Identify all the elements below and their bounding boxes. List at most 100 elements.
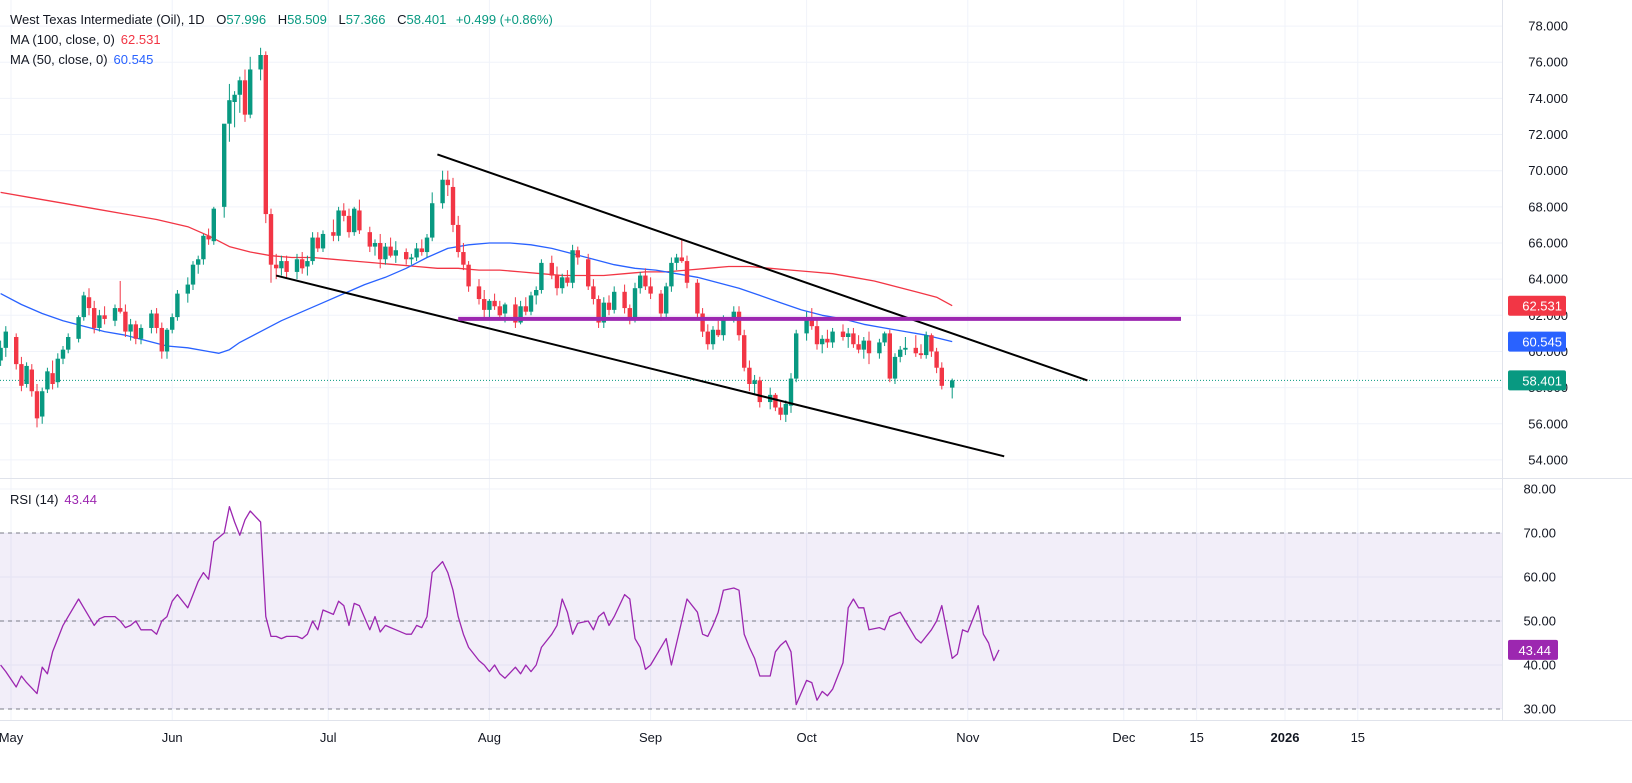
candle-body — [86, 297, 92, 309]
candle-body — [638, 275, 643, 289]
candle-body — [586, 259, 591, 287]
candles — [0, 47, 955, 428]
candle-body — [440, 179, 445, 204]
candle-body — [669, 262, 674, 287]
candle-body — [565, 277, 570, 283]
candle-body — [804, 318, 809, 334]
rsi-band-layer — [0, 532, 1502, 710]
candle-body — [34, 391, 40, 419]
candle-body — [294, 259, 300, 272]
candle-body — [341, 210, 346, 216]
legend-ma100[interactable]: MA (100, close, 0) 62.531 — [10, 30, 161, 50]
channel-upper-trendline[interactable] — [437, 153, 1088, 382]
candle-body — [502, 304, 508, 314]
time-tick-label: Nov — [956, 730, 980, 745]
candle-body — [934, 351, 939, 368]
time-tick-label: Oct — [796, 730, 817, 745]
rsi-tick-label: 30.00 — [1523, 702, 1556, 717]
rsi-line — [0, 505, 1000, 706]
candle-body — [773, 394, 778, 408]
last-price-tag-label: 58.401 — [1522, 373, 1562, 388]
trendlines[interactable] — [275, 153, 1181, 458]
candle-body — [497, 306, 502, 316]
candle-body — [684, 261, 690, 283]
legend-rsi[interactable]: RSI (14) 43.44 — [10, 490, 97, 510]
rsi-tick-label: 80.00 — [1523, 482, 1556, 497]
candle-body — [242, 80, 248, 115]
candle-body — [716, 329, 721, 336]
candle-body — [3, 331, 8, 348]
candle-body — [513, 304, 518, 323]
candle-body — [133, 324, 138, 339]
change-value: +0.499 (+0.86%) — [455, 12, 553, 27]
ma100-price-tag — [1508, 295, 1566, 316]
candle-body — [154, 313, 159, 328]
candle-body — [450, 186, 456, 225]
candle-body — [924, 335, 929, 356]
price-tick-label: 76.000 — [1528, 55, 1568, 70]
candle-body — [606, 302, 612, 310]
candle-body — [523, 306, 528, 312]
candle-body — [24, 365, 29, 384]
time-tick-label: Jul — [320, 730, 337, 745]
candle-body — [632, 288, 638, 318]
price-tick-label: 54.000 — [1528, 452, 1568, 467]
candle-body — [352, 208, 357, 233]
candle-body — [877, 342, 882, 354]
candle-body — [591, 286, 596, 300]
candle-body — [310, 237, 315, 262]
candle-body — [549, 262, 554, 276]
candle-body — [138, 327, 144, 339]
candle-body — [892, 356, 898, 379]
ma100-line — [0, 191, 953, 307]
high-value: 58.509 — [287, 12, 327, 27]
candle-body — [731, 311, 736, 319]
candle-body — [102, 315, 107, 319]
channel-lower-trendline[interactable] — [275, 274, 1005, 458]
ma50-price-tag — [1508, 331, 1566, 352]
candle-body — [840, 331, 846, 337]
candle-body — [950, 380, 955, 388]
candle-body — [112, 308, 118, 321]
ma100-label: MA (100, close, 0) — [10, 32, 115, 47]
candle-body — [783, 403, 788, 415]
candle-body — [55, 358, 60, 383]
ma50-price-tag-label: 60.545 — [1522, 335, 1562, 350]
candle-body — [118, 308, 123, 312]
candle-body — [258, 55, 263, 70]
candle-body — [456, 224, 461, 253]
low-label: L — [338, 12, 346, 27]
candle-body — [196, 259, 201, 265]
candle-body — [596, 299, 601, 323]
candle-body — [76, 317, 81, 339]
candle-body — [274, 264, 279, 269]
candle-body — [164, 329, 170, 352]
candle-body — [248, 69, 253, 115]
candle-body — [627, 308, 632, 318]
candle-body — [97, 315, 102, 328]
candle-body — [492, 300, 497, 307]
candle-body — [159, 327, 164, 352]
time-tick-label: Aug — [478, 730, 501, 745]
time-tick-label: 15 — [1189, 730, 1203, 745]
ma50-line — [0, 242, 953, 354]
candle-body — [430, 203, 435, 238]
candle-body — [570, 250, 575, 283]
candle-body — [757, 380, 762, 403]
candle-body — [903, 347, 908, 350]
legend-ma50[interactable]: MA (50, close, 0) 60.545 — [10, 50, 153, 70]
candle-body — [393, 250, 398, 256]
candle-body — [263, 55, 268, 215]
symbol-title: West Texas Intermediate (Oil), 1D — [10, 12, 205, 27]
candle-body — [487, 300, 492, 310]
candle-body — [19, 364, 24, 386]
ma50-value: 60.545 — [113, 52, 154, 67]
ma100-price-tag-label: 62.531 — [1522, 299, 1562, 314]
candle-body — [336, 210, 341, 236]
candle-body — [528, 295, 534, 312]
candle-body — [747, 367, 752, 384]
candle-body — [814, 326, 820, 345]
candle-body — [0, 347, 3, 361]
rsi-tick-label: 50.00 — [1523, 614, 1556, 629]
